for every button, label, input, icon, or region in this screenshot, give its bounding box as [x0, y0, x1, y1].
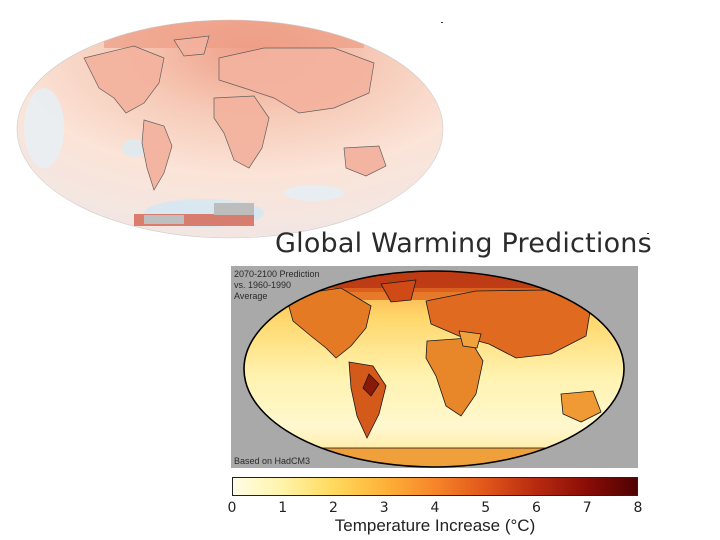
- stray-mark-right: [647, 233, 649, 234]
- australia-shape: [343, 145, 387, 177]
- model-source-note: Based on HadCM3: [234, 456, 311, 466]
- prediction-map-panel: 2070-2100 Prediction vs. 1960-1990 Avera…: [231, 266, 638, 468]
- pred-middle-east-shape: [458, 330, 482, 349]
- colorbar-tick-6: 6: [532, 500, 541, 516]
- pred-eurasia-shape: [425, 289, 592, 359]
- temperature-colorbar: [232, 477, 638, 496]
- prediction-period-label: 2070-2100 Prediction vs. 1960-1990 Avera…: [234, 269, 320, 302]
- colorbar-ticks: 0 1 2 3 4 5 6 7 8: [228, 500, 643, 516]
- colorbar-tick-5: 5: [481, 500, 491, 516]
- colorbar-tick-2: 2: [329, 500, 338, 516]
- colorbar-tick-3: 3: [379, 500, 389, 516]
- colorbar-tick-0: 0: [227, 500, 237, 516]
- north-america-shape: [83, 45, 165, 114]
- colorbar-tick-4: 4: [430, 500, 440, 516]
- pred-greenland-shape: [380, 279, 417, 303]
- pred-south-america-shape: [348, 361, 387, 439]
- pred-australia-shape: [560, 390, 602, 423]
- south-america-shape: [141, 119, 173, 191]
- colorbar-tick-8: 8: [633, 500, 643, 516]
- eurasia-shape: [218, 47, 375, 114]
- prediction-map: [243, 270, 625, 468]
- stray-mark-top: [441, 22, 443, 23]
- greenland-shape: [173, 35, 210, 57]
- period-line-1: 2070-2100 Prediction: [234, 269, 320, 279]
- period-line-2: vs. 1960-1990: [234, 280, 292, 290]
- slide-title: Global Warming Predictions: [275, 228, 652, 259]
- pred-amazon-hotspot: [362, 373, 380, 397]
- colorbar-label: Temperature Increase (°C): [334, 516, 536, 535]
- observed-warming-map: [16, 19, 444, 239]
- period-line-3: Average: [234, 291, 268, 301]
- africa-shape: [213, 95, 270, 169]
- colorbar-tick-1: 1: [278, 500, 288, 516]
- colorbar-tick-7: 7: [582, 500, 592, 516]
- pred-north-america-shape: [285, 287, 372, 359]
